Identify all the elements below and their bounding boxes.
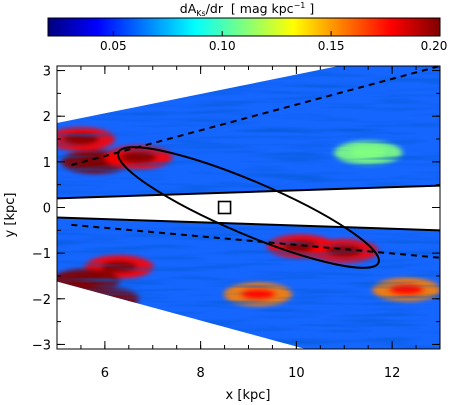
bar-ellipse [117, 146, 380, 269]
x-tick-label: 10 [288, 366, 305, 381]
colorbar-tick-label: 0.05 [100, 39, 127, 53]
colorbar-gradient [47, 17, 441, 37]
y-tick-label: 2 [43, 110, 51, 125]
y-axis-title: y [kpc] [3, 193, 18, 238]
dashed-lines [71, 66, 440, 259]
y-tick-label: 1 [43, 156, 51, 171]
y-tick-label: −1 [32, 247, 51, 262]
y-tick-label: −3 [32, 338, 51, 353]
colorbar: dAKs/dr [ mag kpc−1 ] 0.05 0.10 0.15 0.20 [47, 1, 447, 53]
y-tick-label: −2 [32, 293, 51, 308]
x-axis: 6 8 10 12 [56, 66, 441, 381]
x-tick-label: 12 [384, 366, 401, 381]
x-axis-title: x [kpc] [226, 388, 271, 403]
colorbar-tick-label: 0.20 [421, 39, 448, 53]
wedge-inner-edge [57, 216, 440, 232]
plot-area [57, 66, 440, 349]
x-tick-label: 6 [101, 366, 109, 381]
dashed-line-lower [71, 223, 440, 259]
sun-marker [217, 200, 232, 215]
dashed-line-upper [71, 66, 440, 167]
colorbar-tick-label: 0.10 [209, 39, 236, 53]
y-axis: 3 2 1 0 −1 −2 −3 [32, 65, 440, 353]
y-tick-label: 3 [43, 65, 51, 80]
wedge-inner-edge [57, 184, 440, 200]
colorbar-title: dAKs/dr [ mag kpc−1 ] [180, 1, 314, 18]
x-tick-label: 8 [196, 366, 204, 381]
colorbar-tick-label: 0.15 [318, 39, 345, 53]
y-tick-label: 0 [43, 202, 51, 217]
colorbar-ticks: 0.05 0.10 0.15 0.20 [100, 31, 447, 53]
wedge-edges [57, 184, 440, 232]
